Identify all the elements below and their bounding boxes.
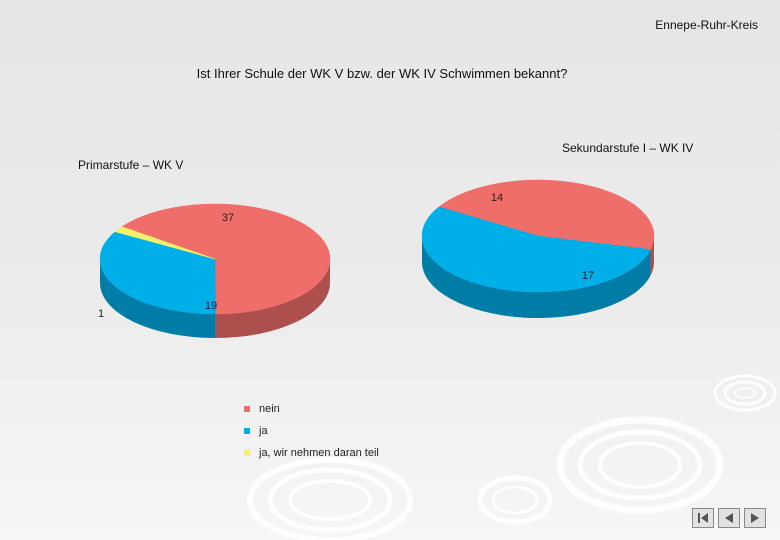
slide-title: Ist Ihrer Schule der WK V bzw. der WK IV… bbox=[196, 66, 568, 81]
legend-label-nein: nein bbox=[259, 403, 280, 415]
chart-title-primarstufe: Primarstufe – WK V bbox=[78, 158, 184, 172]
first-slide-button[interactable] bbox=[692, 508, 714, 528]
first-slide-icon bbox=[698, 513, 708, 523]
next-slide-button[interactable] bbox=[744, 508, 766, 528]
pie-side-nein bbox=[650, 236, 654, 276]
pie-chart-primarstufe: 37 19 1 bbox=[98, 203, 331, 339]
pie-slice-ja-wir-nehmen-daran-teil bbox=[114, 226, 216, 260]
pie-side-ja bbox=[100, 259, 216, 339]
legend-label-ja-teil: ja, wir nehmen daran teil bbox=[259, 447, 379, 459]
legend-swatch-nein bbox=[244, 406, 250, 412]
data-label-ja: 19 bbox=[205, 300, 217, 312]
data-label-ja: 17 bbox=[582, 270, 594, 282]
pie-slice-nein bbox=[121, 203, 331, 315]
previous-slide-icon bbox=[725, 513, 733, 523]
data-label-ja-wir-nehmen-daran-teil: 1 bbox=[98, 308, 104, 320]
previous-slide-button[interactable] bbox=[718, 508, 740, 528]
legend-item-ja: ja bbox=[244, 420, 379, 442]
legend-swatch-ja-teil bbox=[244, 450, 250, 456]
pie-side-nein bbox=[215, 259, 330, 338]
chart-legend: nein ja ja, wir nehmen daran teil bbox=[244, 398, 379, 464]
chart-title-sekundarstufe: Sekundarstufe I – WK IV bbox=[562, 141, 694, 155]
region-label: Ennepe-Ruhr-Kreis bbox=[655, 18, 758, 32]
pie-slice-nein bbox=[438, 179, 655, 250]
data-label-nein: 14 bbox=[491, 192, 503, 204]
next-slide-icon bbox=[751, 513, 759, 523]
pie-chart-sekundarstufe: 14 17 bbox=[421, 179, 655, 318]
legend-item-nein: nein bbox=[244, 398, 379, 420]
legend-item-ja-teil: ja, wir nehmen daran teil bbox=[244, 442, 379, 464]
pie-slice-ja bbox=[421, 206, 651, 293]
pie-side-ja bbox=[422, 236, 651, 318]
pie-slice-ja bbox=[99, 231, 216, 315]
data-label-nein: 37 bbox=[222, 212, 234, 224]
legend-label-ja: ja bbox=[259, 425, 268, 437]
legend-swatch-ja bbox=[244, 428, 250, 434]
slide-navigation bbox=[692, 508, 766, 528]
